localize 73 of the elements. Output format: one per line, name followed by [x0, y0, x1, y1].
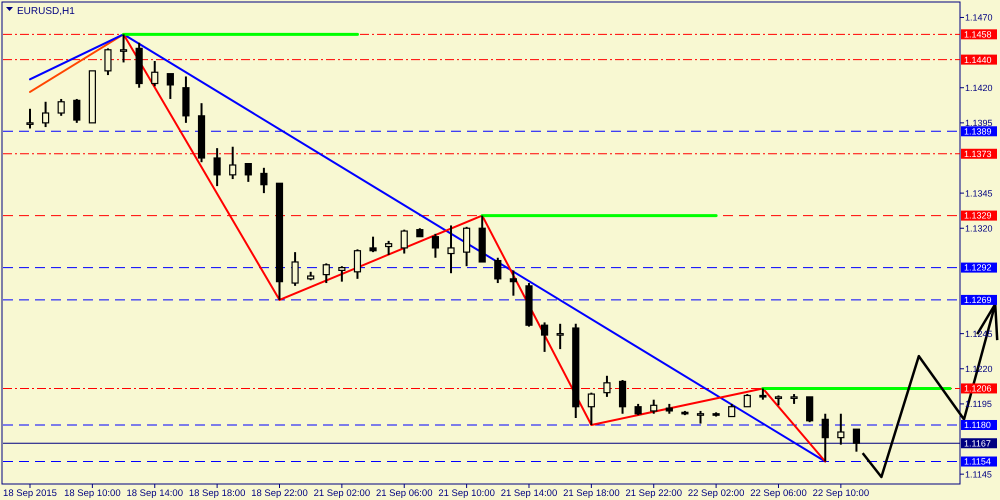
candlestick — [822, 412, 829, 463]
candlestick — [666, 402, 673, 415]
candlestick — [166, 72, 174, 100]
candlestick — [447, 224, 455, 274]
y-tick-label: 1.1470 — [965, 12, 993, 23]
candlestick — [790, 393, 798, 405]
y-tick-label: 1.1145 — [965, 469, 992, 480]
candlestick — [260, 166, 268, 194]
candlestick — [852, 428, 860, 453]
candlestick — [540, 321, 548, 353]
candlestick — [510, 269, 517, 297]
x-tick-label: 21 Sep 02:00 — [314, 488, 370, 499]
ref-line-label: 1.1389 — [964, 126, 992, 136]
candlestick — [104, 47, 112, 76]
ref-line-label: 1.1206 — [964, 384, 992, 394]
candlestick — [463, 226, 470, 268]
candlestick — [588, 392, 595, 426]
x-tick-label: 18 Sep 14:00 — [126, 488, 184, 499]
candlestick — [120, 33, 128, 64]
x-tick-label: 21 Sep 10:00 — [438, 488, 495, 499]
x-tick-label: 18 Sep 22:00 — [251, 488, 308, 499]
candlestick — [634, 402, 642, 416]
y-tick-label: 1.1345 — [965, 188, 993, 198]
ref-line-label: 1.1154 — [964, 456, 991, 467]
candlestick — [494, 256, 502, 284]
candlestick — [229, 146, 236, 180]
x-tick-label: 18 Sep 10:00 — [64, 488, 121, 499]
candlestick — [151, 60, 158, 88]
candlestick — [338, 265, 346, 283]
ref-line-label: 1.1458 — [964, 29, 992, 40]
ref-line-label: 1.1180 — [964, 420, 991, 430]
x-tick-label: 21 Sep 06:00 — [376, 488, 433, 499]
candlestick — [291, 251, 299, 287]
candlestick — [806, 396, 814, 424]
candlestick — [650, 398, 658, 415]
candlestick — [369, 236, 377, 254]
x-tick-label: 21 Sep 18:00 — [563, 488, 620, 499]
candlestick — [26, 108, 34, 130]
candlestick — [354, 248, 362, 280]
x-tick-label: 18 Sep 18:00 — [188, 488, 246, 499]
candlestick — [432, 232, 440, 259]
candlestick — [556, 322, 564, 350]
ref-line-label: 1.1167 — [964, 438, 991, 448]
candlestick — [322, 262, 330, 284]
ref-line-label: 1.1440 — [964, 54, 992, 65]
ref-line-label: 1.1269 — [964, 295, 992, 306]
candlestick — [744, 393, 751, 408]
candlestick — [774, 394, 782, 406]
x-tick-label: 22 Sep 06:00 — [750, 488, 807, 499]
x-tick-label: 21 Sep 22:00 — [625, 488, 682, 499]
candlestick — [759, 387, 766, 401]
ref-line-label: 1.1292 — [964, 262, 992, 273]
ref-line-label: 1.1373 — [964, 148, 992, 159]
y-tick-label: 1.1395 — [965, 118, 993, 128]
x-tick-label: 18 Sep 2015 — [3, 488, 57, 499]
y-tick-label: 1.1320 — [965, 223, 993, 234]
candlestick — [603, 374, 611, 398]
candlestick — [73, 98, 80, 124]
candlestick — [696, 410, 704, 425]
candlestick — [400, 228, 408, 255]
x-tick-label: 22 Sep 10:00 — [812, 488, 870, 499]
chart-title: EURUSD,H1 — [17, 6, 76, 17]
y-tick-label: 1.1420 — [965, 82, 993, 93]
candlestick — [385, 240, 392, 256]
candlestick — [244, 162, 252, 183]
x-tick-label: 22 Sep 02:00 — [688, 488, 744, 499]
candlestick — [42, 100, 50, 128]
ref-line-label: 1.1329 — [964, 210, 992, 221]
candlestick — [728, 402, 736, 418]
candlestick — [58, 98, 65, 117]
candlestick — [837, 412, 844, 446]
candlestick — [214, 147, 221, 188]
x-tick-label: 21 Sep 14:00 — [500, 488, 558, 499]
